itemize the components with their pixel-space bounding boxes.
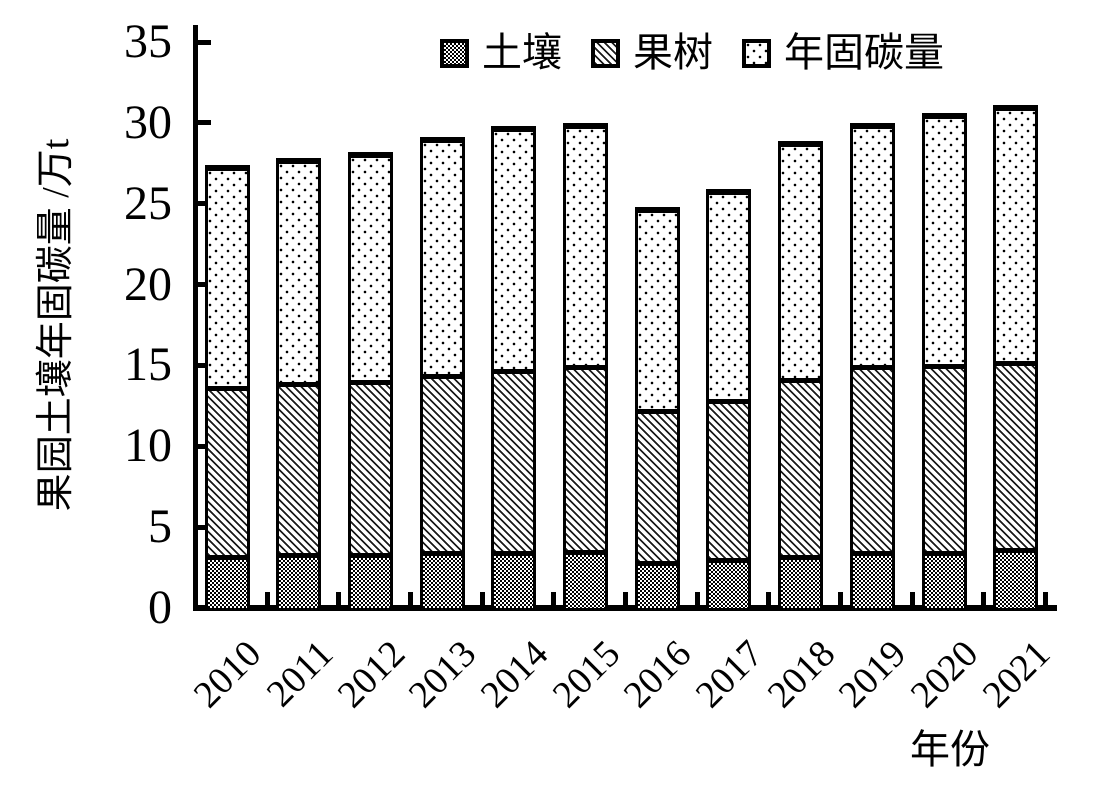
bar-2013 xyxy=(419,137,465,608)
y-tick-10 xyxy=(198,443,211,449)
y-axis-title: 果园土壤年固碳量 /万t xyxy=(35,138,77,512)
bar-2012-segment-0 xyxy=(348,553,394,608)
bar-2016-segment-0 xyxy=(634,561,680,608)
bar-2019-segment-0 xyxy=(849,551,895,608)
legend-label: 年固碳量 xyxy=(784,30,944,75)
bar-2014-segment-1 xyxy=(491,368,537,552)
legend-label: 果树 xyxy=(633,30,713,75)
bar-2011-segment-1 xyxy=(276,381,322,554)
bar-2011-segment-0 xyxy=(276,553,322,608)
bar-2010-segment-1 xyxy=(204,386,250,555)
bar-2020 xyxy=(921,113,967,608)
x-tick-7 xyxy=(766,592,772,606)
bar-2015 xyxy=(563,122,609,608)
x-axis-line xyxy=(193,605,1057,611)
bar-2020-segment-1 xyxy=(921,363,967,552)
bar-2014 xyxy=(491,126,537,608)
bar-2011-segment-2 xyxy=(276,158,322,382)
y-tick-30 xyxy=(198,120,211,126)
bar-2018-segment-1 xyxy=(778,378,824,555)
bar-2019-segment-2 xyxy=(849,122,895,366)
bar-2010-segment-0 xyxy=(204,554,250,608)
x-tick-0 xyxy=(264,592,270,606)
y-tick-25 xyxy=(198,201,211,207)
bar-2015-segment-2 xyxy=(563,122,609,366)
x-tick-6 xyxy=(694,592,700,606)
x-tick-11 xyxy=(1042,592,1048,606)
bar-2012-segment-2 xyxy=(348,151,394,380)
y-tick-20 xyxy=(198,282,211,288)
bar-2020-segment-0 xyxy=(921,551,967,608)
legend-swatch-icon xyxy=(742,38,771,68)
bar-2013-segment-2 xyxy=(419,137,465,374)
bar-2021-segment-1 xyxy=(993,360,1039,549)
y-tick-label-35: 35 xyxy=(124,15,172,68)
x-axis-title: 年份 xyxy=(910,727,990,772)
legend-swatch-icon xyxy=(591,38,620,68)
bar-2021-segment-0 xyxy=(993,548,1039,608)
legend-item-0: 土壤 xyxy=(440,32,562,74)
bar-2012-segment-1 xyxy=(348,380,394,554)
bar-2017-segment-2 xyxy=(706,189,752,400)
y-tick-label-0: 0 xyxy=(148,581,172,634)
bar-2015-segment-1 xyxy=(563,365,609,550)
x-tick-8 xyxy=(837,592,843,606)
bar-2018-segment-0 xyxy=(778,554,824,608)
bar-2017-segment-1 xyxy=(706,399,752,558)
x-tick-3 xyxy=(479,592,485,606)
x-tick-10 xyxy=(981,592,987,606)
legend-swatch-icon xyxy=(440,38,469,68)
x-tick-4 xyxy=(551,592,557,606)
bar-2013-segment-1 xyxy=(419,373,465,552)
legend: 土壤 果树 年固碳量 xyxy=(440,32,944,74)
bar-2012 xyxy=(348,151,394,608)
bar-2015-segment-0 xyxy=(563,549,609,608)
x-tick-1 xyxy=(336,592,342,606)
x-tick-5 xyxy=(622,592,628,606)
bar-2021 xyxy=(993,105,1039,608)
y-axis-line xyxy=(193,25,198,610)
bar-2017-segment-0 xyxy=(706,557,752,608)
y-tick-label-10: 10 xyxy=(124,419,172,473)
bar-2014-segment-2 xyxy=(491,126,537,369)
bar-2019 xyxy=(849,122,895,608)
bar-2013-segment-0 xyxy=(419,551,465,608)
bar-2018 xyxy=(778,140,824,608)
y-tick-label-5: 5 xyxy=(148,500,172,554)
legend-item-1: 果树 xyxy=(591,32,713,74)
y-tick-15 xyxy=(198,362,211,368)
bar-2016 xyxy=(634,206,680,608)
y-tick-label-20: 20 xyxy=(124,257,172,311)
bar-2020-segment-2 xyxy=(921,113,967,364)
y-tick-label-15: 15 xyxy=(124,338,172,392)
legend-label: 土壤 xyxy=(482,30,562,75)
y-tick-label-30: 30 xyxy=(124,95,172,149)
bar-2011 xyxy=(276,158,322,608)
y-tick-label-25: 25 xyxy=(124,176,172,230)
bar-2016-segment-2 xyxy=(634,206,680,410)
bar-2019-segment-1 xyxy=(849,365,895,552)
bar-2010 xyxy=(204,164,250,608)
bar-2021-segment-2 xyxy=(993,105,1039,361)
y-tick-35 xyxy=(198,39,211,45)
bar-2014-segment-0 xyxy=(491,551,537,608)
y-tick-5 xyxy=(198,524,211,530)
bar-2010-segment-2 xyxy=(204,164,250,387)
bar-2016-segment-1 xyxy=(634,409,680,562)
bar-2017 xyxy=(706,189,752,608)
x-tick-2 xyxy=(407,592,413,606)
x-tick-9 xyxy=(909,592,915,606)
bar-2018-segment-2 xyxy=(778,140,824,379)
legend-item-2: 年固碳量 xyxy=(742,32,944,74)
